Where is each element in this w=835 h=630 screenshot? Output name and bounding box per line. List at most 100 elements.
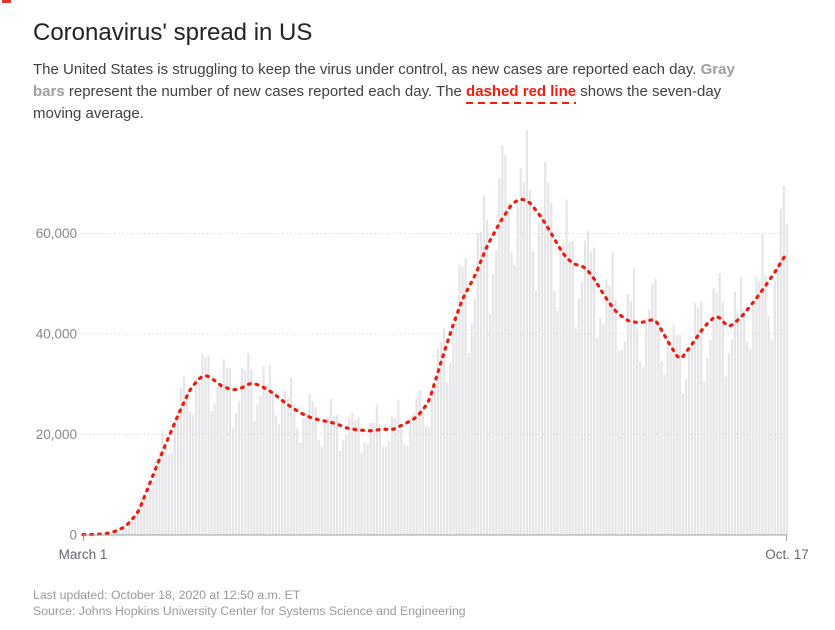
daily-cases-bar bbox=[556, 310, 559, 535]
daily-cases-bar bbox=[470, 323, 473, 535]
daily-cases-bar bbox=[635, 327, 639, 535]
daily-cases-bar bbox=[286, 397, 290, 535]
daily-cases-bar bbox=[620, 350, 623, 535]
daily-cases-bar bbox=[375, 404, 378, 535]
daily-cases-bar bbox=[415, 397, 418, 535]
daily-cases-bar bbox=[293, 403, 296, 535]
daily-cases-bar bbox=[195, 377, 198, 535]
daily-cases-bar bbox=[204, 357, 207, 535]
daily-cases-bar bbox=[250, 369, 253, 535]
daily-cases-bar bbox=[767, 315, 770, 535]
daily-cases-bar bbox=[283, 390, 287, 535]
daily-cases-bar bbox=[706, 358, 709, 535]
daily-cases-bar bbox=[519, 168, 522, 535]
daily-cases-bar bbox=[446, 382, 449, 535]
daily-cases-bar bbox=[335, 415, 339, 535]
daily-cases-bar bbox=[247, 353, 250, 535]
daily-cases-bar bbox=[124, 527, 127, 535]
dashed-red-line-emphasis: dashed red line bbox=[466, 83, 577, 104]
daily-cases-bar bbox=[182, 376, 186, 535]
daily-cases-bar bbox=[537, 224, 541, 535]
y-tick-label: 20,000 bbox=[36, 427, 77, 442]
y-tick-label: 40,000 bbox=[36, 327, 77, 342]
daily-cases-bar bbox=[755, 276, 758, 535]
daily-cases-bar bbox=[311, 400, 314, 535]
daily-cases-bar bbox=[516, 204, 519, 535]
daily-cases-bar bbox=[143, 495, 146, 535]
daily-cases-bar bbox=[541, 213, 544, 536]
daily-cases-bar bbox=[669, 350, 672, 535]
daily-cases-bar bbox=[580, 282, 584, 535]
daily-cases-bar bbox=[409, 418, 412, 535]
daily-cases-bar bbox=[593, 247, 596, 535]
daily-cases-bar bbox=[770, 340, 773, 535]
daily-cases-bar bbox=[127, 524, 131, 535]
daily-cases-bar bbox=[234, 413, 238, 535]
daily-cases-bar bbox=[366, 443, 369, 535]
source-text: Source: Johns Hopkins University Center … bbox=[33, 604, 466, 618]
daily-cases-bar bbox=[440, 342, 443, 535]
daily-cases-bar bbox=[522, 181, 525, 535]
daily-cases-bar bbox=[228, 368, 232, 535]
daily-cases-bar bbox=[660, 361, 663, 535]
daily-cases-bar bbox=[697, 307, 700, 535]
daily-cases-bar bbox=[632, 268, 636, 535]
daily-cases-bar bbox=[109, 532, 112, 535]
daily-cases-bar bbox=[687, 352, 691, 535]
daily-cases-bar bbox=[360, 452, 363, 535]
daily-cases-bar bbox=[761, 233, 764, 535]
daily-cases-bar bbox=[253, 421, 256, 535]
daily-cases-bar bbox=[553, 290, 556, 535]
daily-cases-bar bbox=[265, 384, 268, 535]
daily-cases-bar bbox=[501, 145, 504, 535]
daily-cases-bar bbox=[785, 223, 789, 535]
daily-cases-bar bbox=[381, 446, 385, 535]
daily-cases-bar bbox=[596, 338, 599, 535]
description-text: The United States is struggling to keep … bbox=[33, 61, 701, 78]
daily-cases-bar bbox=[645, 317, 648, 535]
daily-cases-bar bbox=[489, 313, 492, 535]
daily-cases-bar bbox=[691, 344, 694, 535]
daily-cases-bar bbox=[586, 230, 590, 535]
x-axis-label-start: March 1 bbox=[59, 547, 108, 562]
daily-cases-bar bbox=[623, 341, 626, 535]
daily-cases-bar bbox=[112, 531, 115, 535]
daily-cases-bar bbox=[339, 450, 342, 535]
daily-cases-bar bbox=[715, 292, 718, 535]
daily-cases-bar bbox=[274, 415, 277, 535]
daily-cases-bar bbox=[133, 514, 137, 535]
daily-cases-bar bbox=[779, 208, 782, 536]
daily-cases-bar bbox=[547, 182, 550, 536]
daily-cases-bar bbox=[498, 178, 501, 535]
daily-cases-bar bbox=[320, 446, 323, 535]
daily-cases-bar bbox=[681, 393, 685, 535]
daily-cases-bar bbox=[323, 420, 326, 535]
daily-cases-bar bbox=[663, 374, 666, 535]
daily-cases-bar bbox=[654, 278, 657, 535]
daily-cases-bar bbox=[421, 410, 424, 535]
daily-cases-bar bbox=[326, 417, 329, 535]
daily-cases-bar bbox=[179, 388, 183, 535]
description-text: moving average. bbox=[33, 105, 144, 122]
daily-cases-bar bbox=[345, 434, 348, 535]
chart-description: The United States is struggling to keep … bbox=[33, 59, 793, 125]
daily-cases-bar bbox=[391, 416, 394, 535]
daily-cases-bars bbox=[88, 130, 789, 536]
daily-cases-bar bbox=[403, 444, 406, 535]
daily-cases-bar bbox=[256, 404, 259, 535]
daily-cases-bar bbox=[167, 455, 170, 535]
daily-cases-bar bbox=[342, 439, 345, 535]
daily-cases-bar bbox=[758, 281, 761, 535]
daily-cases-bar bbox=[314, 407, 317, 535]
daily-cases-bar bbox=[678, 334, 681, 535]
daily-cases-bar bbox=[626, 293, 629, 535]
description-text: represent the number of new cases report… bbox=[64, 83, 467, 100]
daily-cases-bar bbox=[657, 325, 660, 535]
daily-cases-bar bbox=[121, 526, 124, 535]
daily-cases-bar bbox=[562, 243, 565, 535]
x-axis-label-end: Oct. 17 bbox=[765, 547, 809, 562]
daily-cases-bar bbox=[574, 327, 577, 535]
daily-cases-bar bbox=[743, 309, 746, 535]
daily-cases-bar bbox=[666, 335, 669, 535]
